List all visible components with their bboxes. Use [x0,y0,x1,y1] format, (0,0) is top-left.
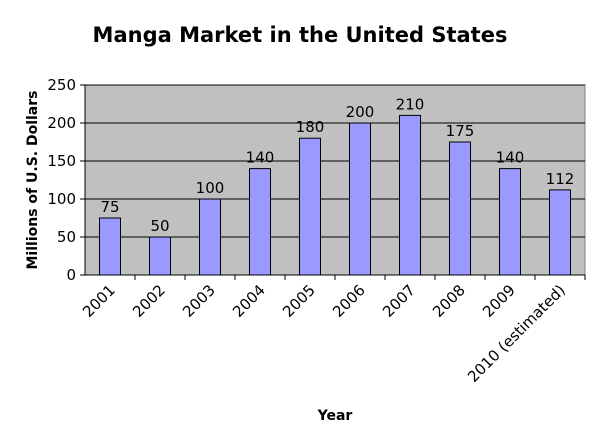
y-tick-label: 50 [57,228,76,246]
data-label: 180 [296,118,325,136]
bar-2010 [549,189,571,276]
bar-2009 [499,168,521,276]
axes [80,84,586,280]
bar-2006 [349,122,371,276]
bar-2008 [449,141,471,276]
x-tick-label: 2003 [179,281,219,321]
x-tick-label: 2002 [129,281,169,321]
y-tick-label: 200 [47,114,76,132]
y-tick-label: 150 [47,152,76,170]
bar-2004 [249,168,271,276]
data-label: 200 [346,103,375,121]
y-axis-label: Millions of U.S. Dollars [25,91,41,270]
y-tick-labels: 0 50 100 150 200 250 [47,76,76,284]
data-label: 140 [246,149,275,167]
bars [99,114,571,276]
x-tick-label: 2006 [329,281,369,321]
x-tick-label: 2009 [479,281,519,321]
bar-2001 [99,217,121,276]
data-label: 50 [150,217,169,235]
x-axis-label: Year [317,408,353,424]
x-tick-labels: 2001 2002 2003 2004 2005 2006 2007 2008 20092010… [79,281,569,386]
bar-2007 [399,114,421,276]
x-tick-label: 2008 [429,281,469,321]
chart-title: Manga Market in the United States [93,23,508,47]
bar-2005 [299,137,321,276]
x-tick-label: 2004 [229,281,269,321]
x-tick-label: 2007 [379,281,419,321]
bar-2002 [149,236,171,276]
data-labels: 75 50 100 140 180 200 210 175 140 112 [100,95,574,235]
data-label: 210 [396,95,425,113]
data-label: 112 [546,170,575,188]
bar-2003 [199,198,221,276]
data-label: 75 [100,198,119,216]
x-tick-label: 2001 [79,281,119,321]
data-label: 175 [446,122,475,140]
x-tick-label: 2010 (estimated) [464,281,569,386]
y-tick-label: 250 [47,76,76,94]
y-tick-label: 0 [66,266,76,284]
x-tick-label: 2005 [279,281,319,321]
data-label: 140 [496,149,525,167]
y-tick-label: 100 [47,190,76,208]
data-label: 100 [196,179,225,197]
